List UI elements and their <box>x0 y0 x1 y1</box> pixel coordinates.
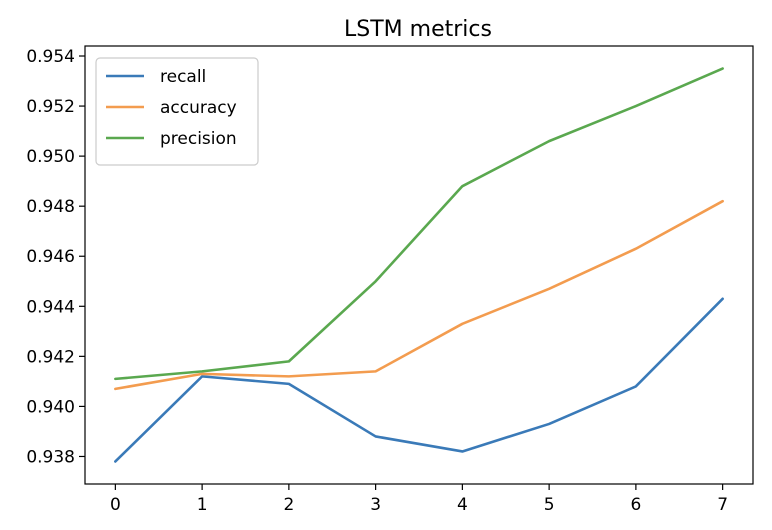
y-tick-label: 0.940 <box>26 397 75 417</box>
x-tick-label: 3 <box>370 495 381 515</box>
x-tick-label: 7 <box>717 495 728 515</box>
x-tick-label: 6 <box>630 495 641 515</box>
x-tick-label: 0 <box>110 495 121 515</box>
y-tick-label: 0.950 <box>26 147 75 167</box>
legend-label-recall: recall <box>160 67 206 87</box>
chart-title: LSTM metrics <box>344 17 492 42</box>
y-tick-label: 0.954 <box>26 47 75 67</box>
series-line-precision <box>114 67 724 381</box>
y-tick-label: 0.942 <box>26 347 75 367</box>
y-axis: 0.938 0.940 0.942 0.944 0.946 0.948 0.950 0.952… <box>26 47 85 467</box>
series-line-accuracy <box>114 199 724 391</box>
y-tick-label: 0.946 <box>26 247 75 267</box>
x-tick-label: 5 <box>544 495 555 515</box>
y-tick-label: 0.952 <box>26 97 75 117</box>
x-axis: 0 1 2 3 4 5 6 7 <box>110 484 728 515</box>
x-tick-label: 1 <box>197 495 208 515</box>
legend-label-precision: precision <box>160 129 237 149</box>
legend-label-accuracy: accuracy <box>160 98 237 118</box>
series-line-recall <box>114 297 724 463</box>
y-tick-label: 0.948 <box>26 197 75 217</box>
plot-frame <box>84 45 754 485</box>
x-tick-label: 4 <box>457 495 468 515</box>
x-tick-label: 2 <box>283 495 294 515</box>
series-lines <box>114 67 724 463</box>
y-tick-label: 0.944 <box>26 297 75 317</box>
y-tick-label: 0.938 <box>26 447 75 467</box>
legend: recall accuracy precision <box>95 57 259 166</box>
